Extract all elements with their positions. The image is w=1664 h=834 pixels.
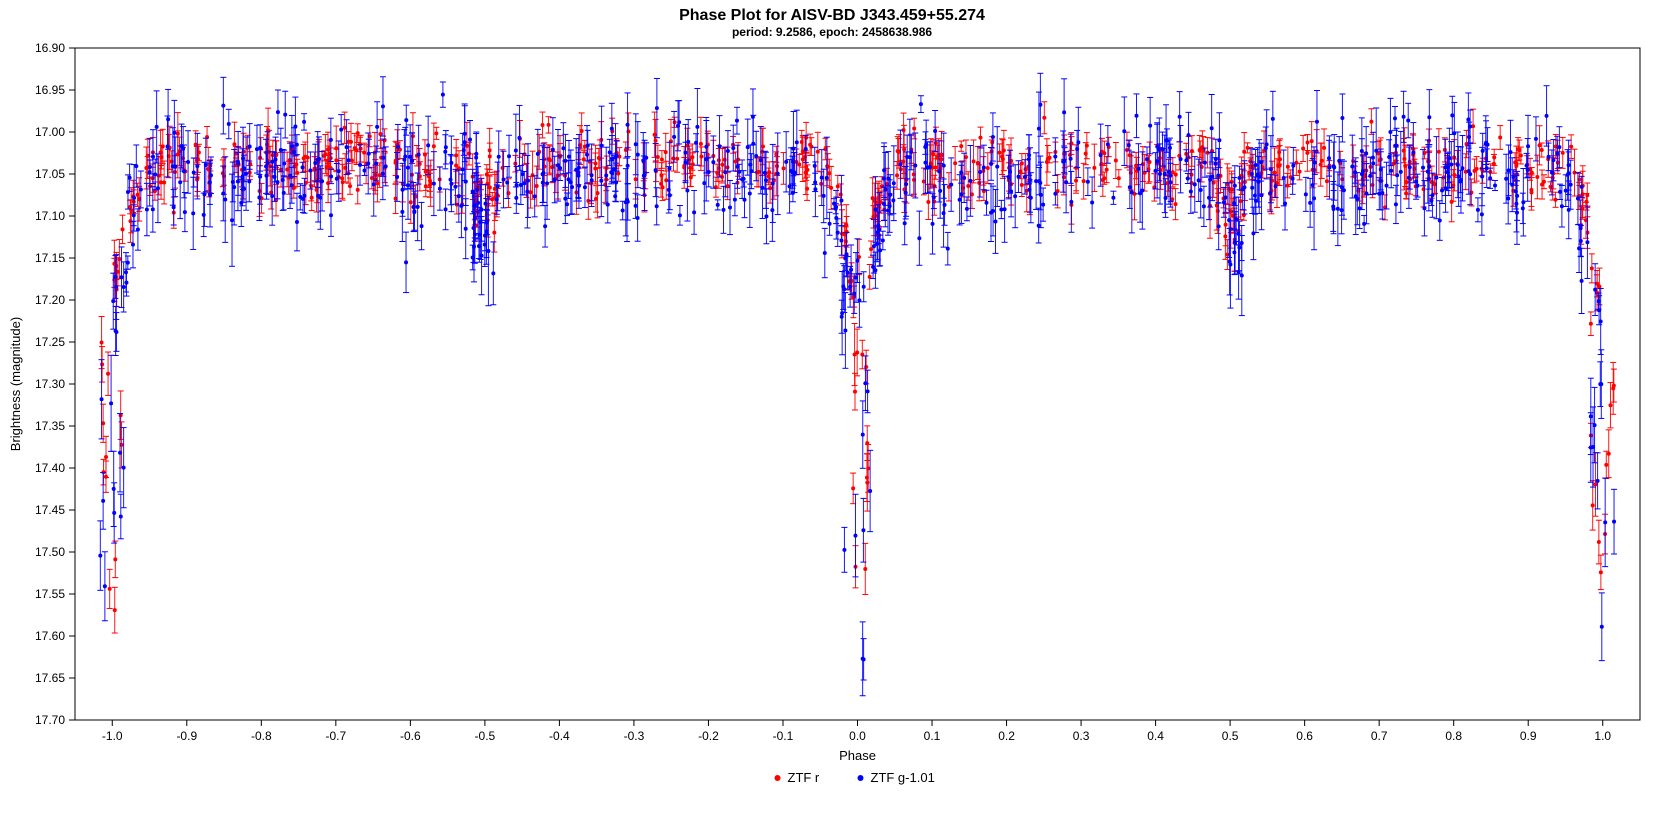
svg-text:-0.4: -0.4	[549, 729, 570, 743]
svg-text:17.65: 17.65	[35, 671, 65, 685]
chart-svg: Phase Plot for AISV-BD J343.459+55.274 p…	[0, 0, 1664, 834]
svg-text:-0.5: -0.5	[475, 729, 496, 743]
svg-text:0.0: 0.0	[849, 729, 866, 743]
svg-text:0.8: 0.8	[1445, 729, 1462, 743]
svg-text:0.9: 0.9	[1520, 729, 1537, 743]
svg-text:0.2: 0.2	[998, 729, 1015, 743]
x-axis-label: Phase	[839, 748, 876, 763]
svg-text:17.10: 17.10	[35, 209, 65, 223]
legend-label: ZTF r	[788, 770, 820, 785]
svg-text:17.05: 17.05	[35, 167, 65, 181]
svg-text:17.30: 17.30	[35, 377, 65, 391]
svg-text:-0.8: -0.8	[251, 729, 272, 743]
svg-text:0.6: 0.6	[1296, 729, 1313, 743]
svg-text:0.5: 0.5	[1222, 729, 1239, 743]
svg-text:0.4: 0.4	[1147, 729, 1164, 743]
svg-text:-0.3: -0.3	[624, 729, 645, 743]
svg-text:16.90: 16.90	[35, 41, 65, 55]
svg-text:17.00: 17.00	[35, 125, 65, 139]
svg-text:-0.2: -0.2	[698, 729, 719, 743]
svg-text:1.0: 1.0	[1594, 729, 1611, 743]
svg-text:-0.7: -0.7	[325, 729, 346, 743]
svg-text:17.45: 17.45	[35, 503, 65, 517]
chart-title: Phase Plot for AISV-BD J343.459+55.274	[679, 7, 985, 24]
phase-plot-chart: Phase Plot for AISV-BD J343.459+55.274 p…	[0, 0, 1664, 834]
svg-text:17.20: 17.20	[35, 293, 65, 307]
chart-subtitle: period: 9.2586, epoch: 2458638.986	[732, 25, 932, 39]
svg-text:17.50: 17.50	[35, 545, 65, 559]
svg-text:17.60: 17.60	[35, 629, 65, 643]
legend-label: ZTF g-1.01	[871, 770, 935, 785]
svg-text:17.15: 17.15	[35, 251, 65, 265]
svg-text:-1.0: -1.0	[102, 729, 123, 743]
svg-text:17.25: 17.25	[35, 335, 65, 349]
svg-text:0.3: 0.3	[1073, 729, 1090, 743]
svg-text:-0.9: -0.9	[176, 729, 197, 743]
svg-text:17.35: 17.35	[35, 419, 65, 433]
svg-text:0.1: 0.1	[924, 729, 941, 743]
legend: ZTF r ZTF g-1.01	[775, 770, 935, 785]
svg-text:17.70: 17.70	[35, 713, 65, 727]
svg-text:17.40: 17.40	[35, 461, 65, 475]
svg-text:-0.1: -0.1	[773, 729, 794, 743]
svg-text:0.7: 0.7	[1371, 729, 1388, 743]
y-axis-label: Brightness (magnitude)	[8, 317, 23, 451]
svg-text:-0.6: -0.6	[400, 729, 421, 743]
svg-text:17.55: 17.55	[35, 587, 65, 601]
svg-text:16.95: 16.95	[35, 83, 65, 97]
